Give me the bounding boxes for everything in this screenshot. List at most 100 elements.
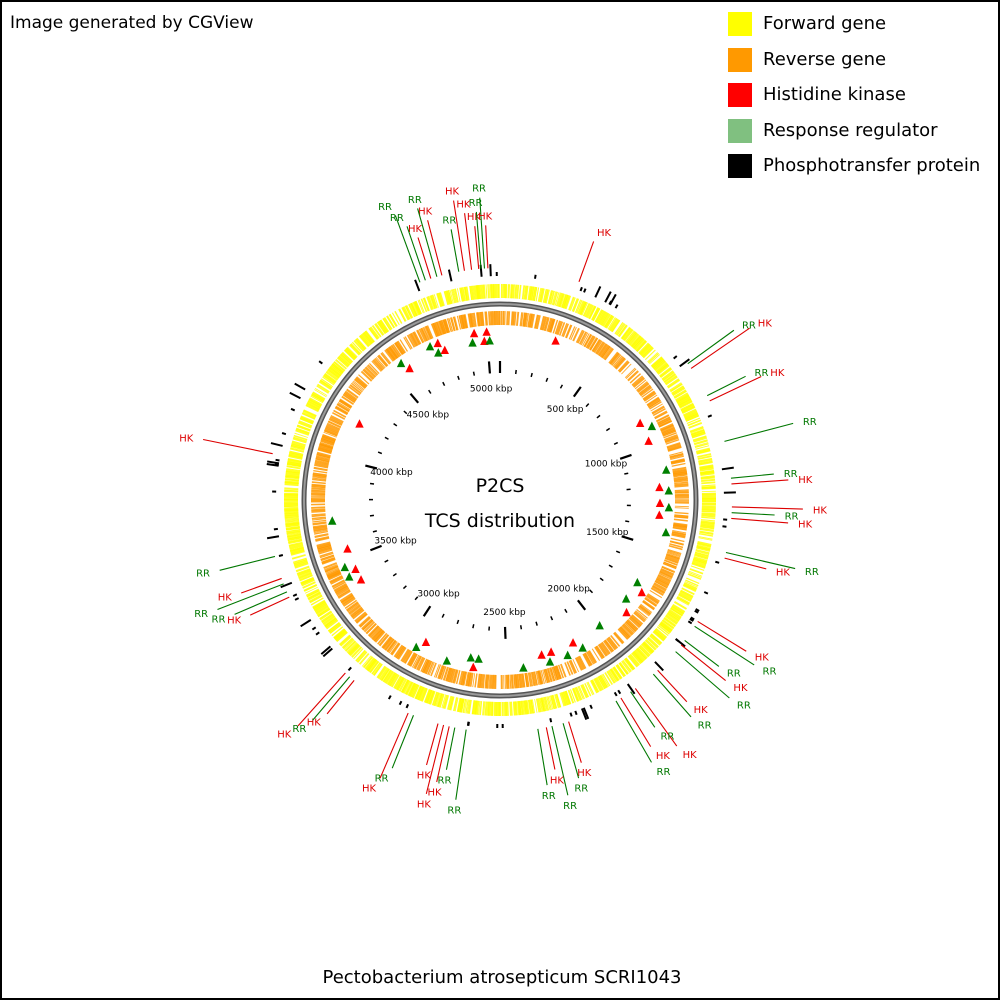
minor-scale-tick bbox=[605, 427, 611, 432]
forward-gene-mark bbox=[303, 409, 317, 417]
forward-gene-mark bbox=[331, 626, 344, 637]
reverse-gene-mark bbox=[575, 329, 584, 343]
forward-gene-mark bbox=[287, 458, 302, 463]
reverse-gene-mark bbox=[674, 482, 689, 486]
forward-gene-mark bbox=[692, 433, 706, 439]
reverse-gene-mark bbox=[406, 334, 416, 348]
feature-leader-line bbox=[464, 213, 473, 270]
reverse-gene-mark bbox=[520, 673, 524, 688]
reverse-gene-mark bbox=[642, 390, 656, 400]
forward-gene-mark bbox=[331, 363, 344, 374]
reverse-gene-mark bbox=[674, 489, 689, 492]
forward-gene-mark bbox=[284, 506, 299, 509]
forward-gene-mark bbox=[310, 597, 324, 606]
reverse-gene-mark bbox=[621, 625, 632, 637]
reverse-gene-mark bbox=[599, 344, 609, 357]
forward-gene-mark bbox=[351, 341, 363, 353]
forward-gene-mark bbox=[312, 599, 326, 609]
forward-gene-mark bbox=[516, 701, 521, 716]
forward-gene-mark bbox=[512, 701, 516, 716]
histidine-kinase-label: HK bbox=[179, 434, 194, 445]
forward-gene-mark bbox=[636, 647, 648, 660]
forward-gene-mark bbox=[297, 569, 311, 576]
minor-scale-tick bbox=[441, 613, 445, 618]
forward-gene-mark bbox=[671, 605, 684, 615]
scale-label: 3500 kbp bbox=[374, 536, 417, 546]
feature-leader-line bbox=[217, 583, 284, 611]
forward-gene-mark bbox=[319, 379, 333, 389]
forward-gene-mark bbox=[543, 289, 549, 304]
reverse-gene-mark bbox=[311, 487, 326, 491]
scale-ticks bbox=[365, 361, 634, 639]
forward-gene-mark bbox=[444, 695, 450, 710]
reverse-gene-mark bbox=[598, 343, 608, 356]
forward-gene-mark bbox=[701, 510, 716, 513]
forward-gene-mark bbox=[527, 286, 532, 301]
forward-gene-mark bbox=[417, 686, 424, 701]
response-regulator-marker bbox=[633, 577, 642, 587]
reverse-gene-mark bbox=[526, 672, 530, 687]
reverse-gene-mark bbox=[661, 428, 676, 436]
reverse-gene-mark bbox=[435, 664, 442, 678]
forward-gene-mark bbox=[611, 319, 621, 333]
feature-leader-line bbox=[724, 422, 794, 442]
reverse-gene-mark bbox=[664, 434, 678, 441]
reverse-gene-mark bbox=[576, 656, 585, 670]
forward-gene-mark bbox=[350, 343, 362, 355]
forward-gene-mark bbox=[577, 686, 584, 700]
forward-gene-mark bbox=[512, 284, 516, 299]
forward-gene-mark bbox=[598, 675, 608, 689]
phosphotransfer-tick bbox=[617, 689, 622, 695]
reverse-gene-mark bbox=[646, 397, 660, 407]
forward-gene-mark bbox=[609, 669, 618, 682]
forward-gene-mark bbox=[663, 373, 677, 384]
forward-gene-mark bbox=[509, 701, 512, 716]
response-regulator-label: RR bbox=[378, 202, 392, 213]
forward-gene-mark bbox=[347, 642, 359, 655]
forward-gene-mark bbox=[324, 617, 338, 628]
reverse-gene-mark bbox=[312, 473, 327, 478]
reverse-gene-swatch bbox=[728, 47, 752, 72]
reverse-gene-mark bbox=[339, 398, 353, 408]
forward-gene-mark bbox=[612, 666, 623, 680]
forward-gene-mark bbox=[349, 343, 361, 356]
histidine-kinase-label: HK bbox=[218, 592, 233, 603]
forward-gene-mark bbox=[316, 605, 329, 615]
reverse-gene-mark bbox=[337, 589, 351, 599]
phosphotransfer-tick bbox=[414, 279, 421, 292]
reverse-gene-mark bbox=[492, 311, 494, 326]
phosphotransfer-protein-swatch bbox=[728, 154, 752, 178]
forward-gene-mark bbox=[633, 337, 644, 350]
phosphotransfer-tick bbox=[315, 631, 320, 636]
reverse-gene-mark bbox=[673, 475, 688, 480]
forward-gene-mark bbox=[406, 682, 414, 696]
forward-gene-mark bbox=[400, 679, 409, 693]
phosphotransfer-tick bbox=[294, 597, 300, 601]
phosphotransfer-tick bbox=[289, 391, 301, 400]
histidine-kinase-label: HK bbox=[770, 368, 785, 379]
reverse-gene-mark bbox=[373, 358, 384, 371]
forward-gene-mark bbox=[290, 547, 305, 554]
reverse-gene-mark bbox=[621, 363, 632, 375]
reverse-gene-mark bbox=[543, 316, 549, 331]
forward-gene-mark bbox=[389, 313, 398, 327]
forward-gene-mark bbox=[444, 290, 450, 305]
forward-gene-mark bbox=[368, 327, 379, 340]
forward-gene-mark bbox=[346, 346, 358, 359]
forward-gene-mark bbox=[290, 445, 305, 451]
forward-gene-mark bbox=[524, 285, 528, 300]
reverse-gene-mark bbox=[316, 451, 331, 457]
major-scale-tick bbox=[572, 386, 582, 398]
reverse-gene-mark bbox=[485, 311, 488, 326]
reverse-gene-mark bbox=[644, 598, 657, 607]
reverse-gene-mark bbox=[510, 311, 514, 326]
forward-gene-mark bbox=[286, 530, 301, 536]
forward-gene-mark bbox=[287, 461, 302, 467]
reverse-gene-mark bbox=[377, 355, 387, 368]
forward-gene-mark bbox=[661, 620, 674, 630]
reverse-gene-mark bbox=[413, 331, 422, 345]
forward-gene-mark bbox=[302, 411, 316, 420]
reverse-gene-mark bbox=[674, 516, 689, 519]
reverse-gene-mark bbox=[667, 446, 682, 452]
reverse-gene-mark bbox=[552, 319, 559, 334]
